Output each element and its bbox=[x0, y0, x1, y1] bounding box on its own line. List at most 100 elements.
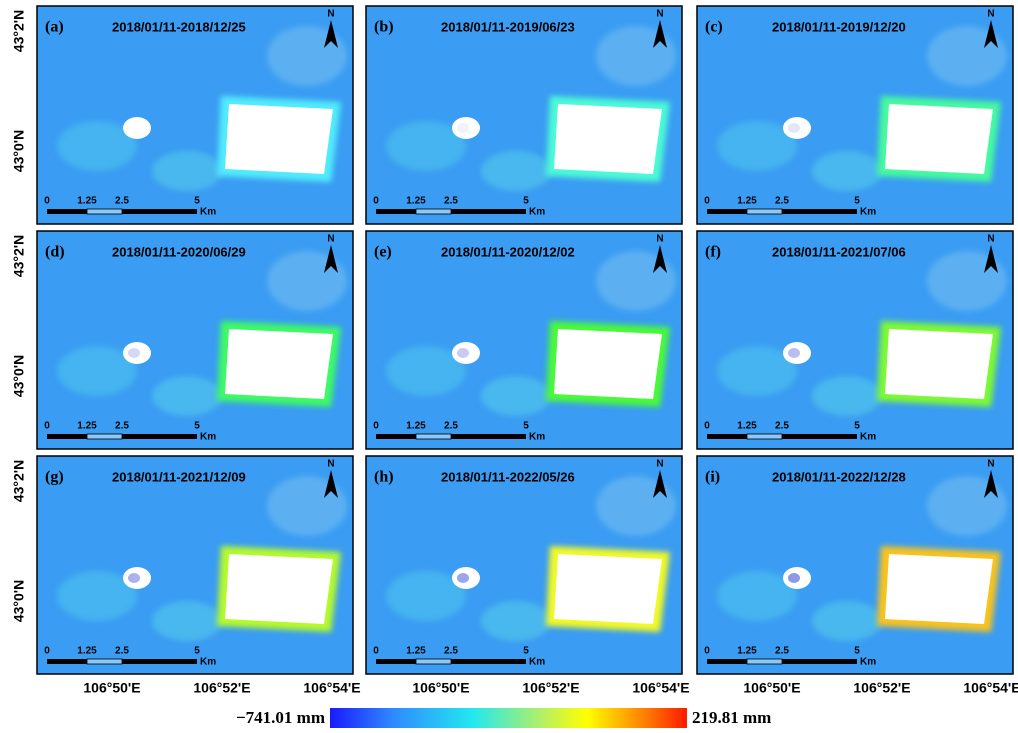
north-arrow bbox=[653, 245, 667, 273]
scale-bar-unit: Km bbox=[529, 207, 545, 218]
scale-bar-unit: Km bbox=[529, 432, 545, 443]
longitude-label: 106°52'E bbox=[193, 680, 250, 696]
scale-bar-unit: Km bbox=[200, 657, 216, 668]
north-label: N bbox=[327, 459, 334, 470]
north-arrow bbox=[653, 470, 667, 498]
scale-bar-label: 5 bbox=[854, 421, 860, 432]
colorbar-max-label: 219.81 mm bbox=[692, 708, 771, 727]
subsidence-zone bbox=[225, 329, 333, 399]
subsidence-zone bbox=[554, 329, 662, 399]
scale-bar-label: 5 bbox=[194, 421, 200, 432]
latitude-label: 43°2'N bbox=[11, 460, 27, 502]
north-label: N bbox=[327, 9, 334, 20]
latitude-label: 43°2'N bbox=[11, 235, 27, 277]
terrain-patch bbox=[481, 151, 551, 191]
panel-period: 2018/01/11-2022/05/26 bbox=[441, 469, 575, 484]
north-arrow bbox=[653, 20, 667, 48]
scale-bar-label: 2.5 bbox=[775, 196, 789, 207]
longitude-label: 106°52'E bbox=[522, 680, 579, 696]
terrain-patch bbox=[596, 26, 676, 86]
island-core bbox=[788, 573, 800, 583]
scale-bar-seg bbox=[451, 209, 526, 214]
scale-bar-label: 2.5 bbox=[115, 196, 129, 207]
scale-bar-seg bbox=[746, 433, 783, 440]
longitude-label: 106°52'E bbox=[853, 680, 910, 696]
scale-bar-seg bbox=[782, 434, 857, 439]
scale-bar-seg bbox=[122, 209, 197, 214]
panel-label: (h) bbox=[374, 469, 394, 486]
scale-bar-label: 0 bbox=[704, 646, 710, 657]
scale-bar-label: 5 bbox=[194, 196, 200, 207]
scale-bar-seg bbox=[415, 658, 452, 665]
map-panel: (h) 2018/01/11-2022/05/26 N 0 1.25 2.5 5Km bbox=[365, 455, 683, 675]
longitude-label: 106°54'E bbox=[303, 680, 360, 696]
panel-period: 2018/01/11-2019/06/23 bbox=[441, 19, 575, 34]
scale-bar-label: 1.25 bbox=[406, 196, 426, 207]
scale-bar-label: 1.25 bbox=[406, 646, 426, 657]
scale-bar-seg bbox=[415, 208, 452, 215]
panel-label: (e) bbox=[374, 244, 392, 261]
scale-bar-label: 0 bbox=[44, 196, 50, 207]
island bbox=[783, 117, 811, 139]
subsidence-zone bbox=[885, 554, 993, 624]
scale-bar-label: 0 bbox=[704, 196, 710, 207]
scale-bar-seg bbox=[47, 659, 87, 664]
colorbar bbox=[330, 708, 687, 728]
terrain-patch bbox=[717, 346, 797, 396]
island bbox=[452, 342, 480, 364]
map-frame bbox=[696, 455, 1014, 675]
scale-bar-label: 1.25 bbox=[406, 421, 426, 432]
island-core bbox=[457, 573, 469, 583]
terrain-patch bbox=[267, 476, 347, 536]
north-label: N bbox=[987, 9, 994, 20]
scale-bar-label: 2.5 bbox=[115, 646, 129, 657]
scale-bar-label: 1.25 bbox=[737, 421, 757, 432]
terrain-patch bbox=[927, 26, 1007, 86]
map-panel: (c) 2018/01/11-2019/12/20 N 0 1.25 2.5 5Km bbox=[696, 5, 1014, 225]
terrain-patch bbox=[267, 26, 347, 86]
panel-label: (c) bbox=[705, 19, 723, 36]
scale-bar-seg bbox=[746, 208, 783, 215]
subsidence-zone bbox=[225, 104, 333, 174]
map-panel: (a) 2018/01/11-2018/12/25 N 0 1.25 2.5 5Km bbox=[36, 5, 354, 225]
scale-bar-seg bbox=[782, 659, 857, 664]
scale-bar-seg bbox=[47, 209, 87, 214]
north-label: N bbox=[327, 234, 334, 245]
scale-bar-label: 0 bbox=[373, 196, 379, 207]
panel-label: (a) bbox=[45, 19, 64, 36]
scale-bar-label: 0 bbox=[44, 421, 50, 432]
scale-bar-label: 5 bbox=[523, 646, 529, 657]
map-panel: (d) 2018/01/11-2020/06/29 N 0 1.25 2.5 5Km bbox=[36, 230, 354, 450]
panel-period: 2018/01/11-2022/12/28 bbox=[772, 469, 906, 484]
north-arrow bbox=[324, 245, 338, 273]
longitude-label: 106°50'E bbox=[743, 680, 800, 696]
map-panel: (b) 2018/01/11-2019/06/23 N 0 1.25 2.5 5Km bbox=[365, 5, 683, 225]
scale-bar-seg bbox=[707, 434, 747, 439]
scale-bar-unit: Km bbox=[200, 432, 216, 443]
panel-label: (f) bbox=[705, 244, 721, 261]
island bbox=[452, 567, 480, 589]
map-frame bbox=[696, 5, 1014, 225]
terrain-patch bbox=[812, 151, 882, 191]
colorbar-min-label: −741.01 mm bbox=[236, 708, 325, 727]
scale-bar-label: 2.5 bbox=[444, 646, 458, 657]
north-arrow bbox=[324, 470, 338, 498]
island bbox=[123, 567, 151, 589]
terrain-patch bbox=[57, 571, 137, 621]
terrain-patch bbox=[152, 601, 222, 641]
panel-label: (d) bbox=[45, 244, 65, 261]
island bbox=[123, 342, 151, 364]
north-arrow bbox=[984, 20, 998, 48]
terrain-patch bbox=[927, 251, 1007, 311]
panel-label: (g) bbox=[45, 469, 64, 486]
longitude-label: 106°54'E bbox=[963, 680, 1018, 696]
north-label: N bbox=[656, 459, 663, 470]
map-frame bbox=[365, 5, 683, 225]
scale-bar-label: 2.5 bbox=[775, 421, 789, 432]
scale-bar-label: 5 bbox=[854, 196, 860, 207]
island-core bbox=[788, 348, 800, 358]
scale-bar-label: 0 bbox=[44, 646, 50, 657]
scale-bar-label: 5 bbox=[523, 196, 529, 207]
